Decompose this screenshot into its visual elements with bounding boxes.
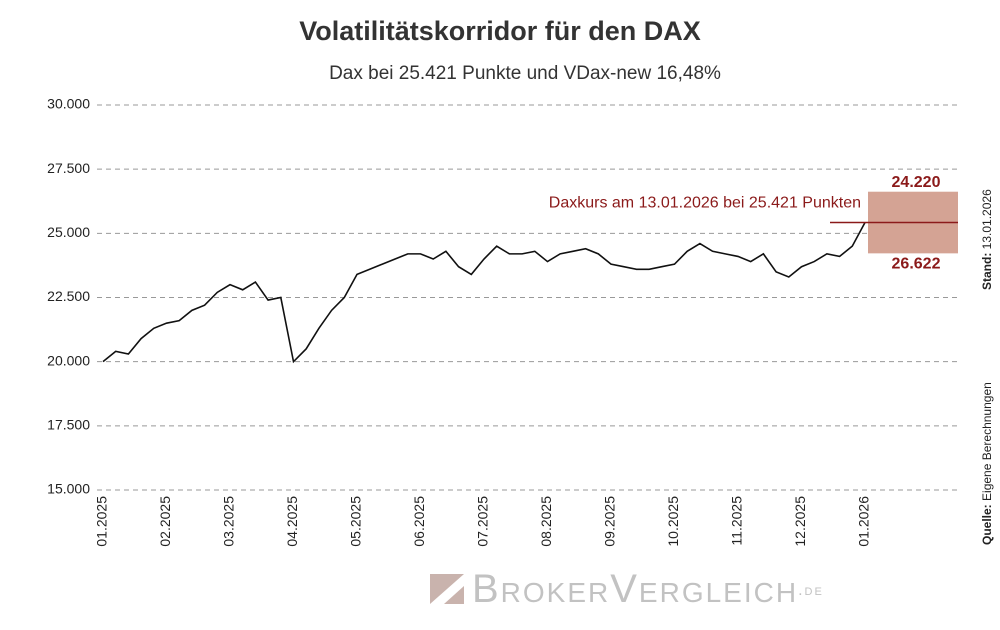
x-tick-label: 07.2025	[475, 496, 491, 547]
y-tick-label: 20.000	[47, 352, 90, 368]
y-tick-label: 25.000	[47, 224, 90, 240]
logo-icon-stripe	[430, 574, 464, 604]
chart-subtitle: Dax bei 25.421 Punkte und VDax-new 16,48…	[329, 63, 721, 84]
x-tick-label: 05.2025	[348, 496, 364, 547]
x-tick-label: 11.2025	[729, 496, 745, 546]
annotation: Daxkurs am 13.01.2026 bei 25.421 Punkten	[549, 195, 861, 212]
stand-label: Stand:	[980, 253, 994, 290]
x-tick-label: 12.2025	[792, 496, 808, 547]
logo-name: BrokerVergleich	[472, 567, 798, 611]
source: Quelle: Eigene Berechnungen	[980, 382, 994, 545]
x-tick-label: 01.2026	[856, 496, 872, 547]
logo-suffix: .de	[798, 582, 824, 599]
y-tick-label: 30.000	[47, 96, 90, 112]
chart-title: Volatilitätskorridor für den DAX	[299, 16, 701, 46]
y-tick-label: 27.500	[47, 160, 90, 176]
source-text: Eigene Berechnungen	[980, 382, 994, 501]
x-tick-label: 03.2025	[221, 496, 237, 547]
x-tick-label: 04.2025	[284, 496, 300, 547]
line	[102, 222, 866, 364]
x-tick-label: 01.2025	[94, 496, 110, 547]
x-tick-label: 09.2025	[602, 496, 618, 547]
corridor-label: 26.622	[892, 256, 941, 273]
x-tick-label: 06.2025	[411, 496, 427, 547]
x-tick-label: 08.2025	[538, 496, 554, 547]
logo-text: BrokerVergleich.de	[472, 567, 824, 611]
source-label: Quelle:	[980, 504, 994, 545]
y-tick-label: 17.500	[47, 417, 90, 433]
corridor-label: 24.220	[892, 174, 941, 191]
x-tick-label: 02.2025	[157, 496, 173, 547]
stand: Stand: 13.01.2026	[980, 189, 994, 290]
logo: BrokerVergleich.de	[430, 567, 824, 611]
stand-date: 13.01.2026	[980, 189, 994, 249]
x-tick-label: 10.2025	[665, 496, 681, 547]
y-tick-label: 22.500	[47, 288, 90, 304]
y-tick-label: 15.000	[47, 481, 90, 497]
